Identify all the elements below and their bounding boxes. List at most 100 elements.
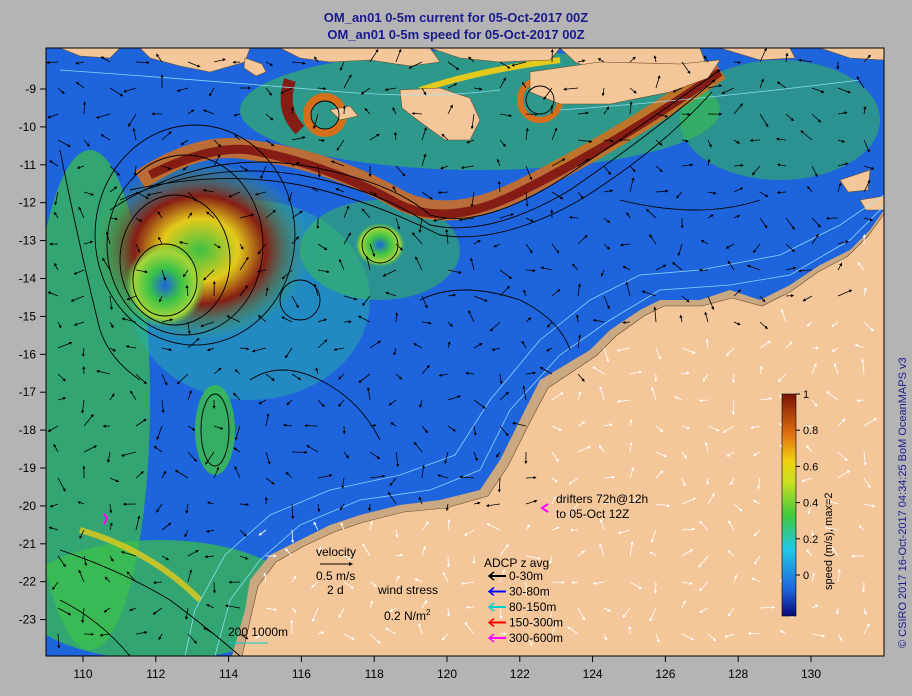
current-arrow <box>239 529 248 537</box>
wind-stress-arrow <box>780 308 787 323</box>
current-arrow <box>135 418 147 427</box>
wind-stress-arrow <box>777 373 787 383</box>
current-arrow <box>468 56 475 63</box>
current-arrow <box>257 243 267 255</box>
current-arrow <box>317 87 327 91</box>
current-arrow <box>342 105 346 115</box>
wind-stress-arrow <box>499 544 509 557</box>
velocity-legend: velocity 0.5 m/s 2 d <box>316 545 356 597</box>
current-arrow <box>99 633 111 637</box>
current-arrow <box>265 287 269 297</box>
current-arrow <box>387 491 397 505</box>
wind-stress-arrow <box>313 521 319 531</box>
wind-stress-arrow <box>837 418 846 427</box>
current-arrow <box>473 399 486 409</box>
current-arrow <box>185 284 189 297</box>
current-arrow <box>135 243 140 253</box>
current-arrow <box>447 341 451 349</box>
wind-stress-arrow <box>441 633 449 641</box>
current-arrow <box>132 127 137 141</box>
current-arrow <box>733 321 741 326</box>
wind-stress-arrow <box>754 555 761 565</box>
current-arrow <box>187 550 199 557</box>
wind-stress-arrow <box>810 529 815 537</box>
current-arrow <box>156 53 163 63</box>
current-arrow <box>317 165 321 178</box>
y-tick-label: -12 <box>19 196 37 210</box>
current-arrow <box>856 76 865 89</box>
current-arrow <box>447 61 460 71</box>
current-arrow <box>339 503 345 511</box>
current-arrow <box>239 165 249 172</box>
current-arrow <box>121 451 137 457</box>
wind-stress-arrow <box>599 386 605 401</box>
wind-stress-arrow <box>649 607 657 622</box>
current-arrow <box>335 188 345 193</box>
current-arrow <box>485 503 501 508</box>
current-arrow <box>135 471 144 479</box>
current-arrow <box>445 503 449 512</box>
wind-stress-arrow <box>603 347 610 363</box>
current-arrow <box>411 232 423 245</box>
current-arrow <box>187 61 201 68</box>
current-arrow <box>330 160 345 167</box>
current-arrow <box>571 263 579 271</box>
current-arrow <box>759 321 768 330</box>
current-arrow <box>281 269 293 280</box>
current-arrow <box>752 243 761 254</box>
wind-stress-arrow <box>447 518 451 531</box>
wind-stress-arrow <box>747 631 761 635</box>
current-arrow <box>233 392 241 401</box>
wind-stress-arrow <box>750 425 761 429</box>
current-arrow <box>306 445 319 453</box>
current-arrow <box>187 633 197 644</box>
current-arrow <box>100 134 111 141</box>
current-arrow <box>438 373 449 377</box>
wind-stress-arrow <box>340 522 345 531</box>
current-arrow <box>180 139 189 145</box>
current-arrow <box>48 526 59 531</box>
current-arrow <box>395 217 401 230</box>
current-arrow <box>83 139 90 147</box>
wind-stress-arrow <box>551 451 559 463</box>
y-tick-label: -9 <box>25 82 36 96</box>
current-arrow <box>465 371 475 375</box>
current-arrow <box>811 165 818 177</box>
current-arrow <box>313 283 319 297</box>
wind-stress-arrow <box>384 628 397 635</box>
current-arrow <box>444 451 449 464</box>
wind-stress-arrow <box>863 321 874 332</box>
wind-stress-arrow <box>369 633 381 644</box>
current-arrow <box>57 633 61 649</box>
drifter-legend-line1: drifters 72h@12h <box>556 492 648 506</box>
wind-stress-arrow <box>421 545 426 557</box>
current-arrow <box>184 529 189 538</box>
wind-stress-arrow <box>807 503 813 515</box>
current-arrow <box>185 503 189 514</box>
current-arrow <box>109 217 119 221</box>
current-arrow <box>57 341 73 349</box>
current-arrow <box>447 83 458 89</box>
current-arrow <box>265 477 275 485</box>
current-arrow <box>54 262 59 271</box>
current-arrow <box>265 373 275 382</box>
current-arrow <box>205 451 215 465</box>
current-arrow <box>733 215 741 219</box>
wind-stress-arrow <box>291 607 297 614</box>
current-arrow <box>863 139 870 153</box>
current-arrow <box>421 127 427 141</box>
current-arrow <box>161 269 167 281</box>
current-arrow <box>641 290 657 297</box>
current-arrow <box>161 373 168 386</box>
current-arrow <box>671 262 683 271</box>
current-arrow <box>499 425 509 437</box>
current-arrow <box>75 61 85 65</box>
current-arrow <box>109 555 114 562</box>
current-arrow <box>109 347 117 352</box>
current-arrow <box>187 390 192 401</box>
current-arrow <box>239 502 249 507</box>
current-arrow <box>525 499 538 505</box>
wind-stress-arrow <box>837 568 841 583</box>
wind-stress-arrow <box>759 340 771 349</box>
current-arrow <box>361 208 371 219</box>
